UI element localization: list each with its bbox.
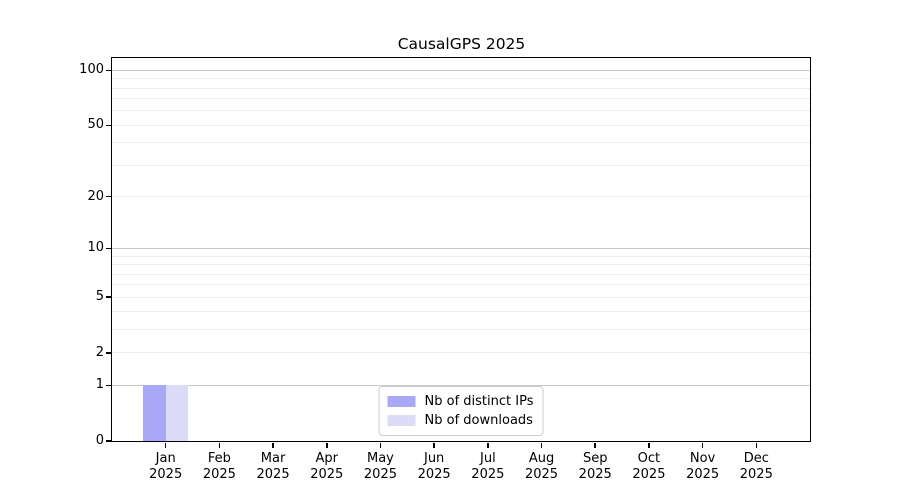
- legend-swatch-distinct-ips: [387, 396, 416, 407]
- y-axis-tick: [105, 195, 111, 198]
- bar-nb-of-downloads-jan-2025: [165, 385, 189, 441]
- x-axis-tick: [379, 442, 382, 448]
- x-axis-tick: [218, 442, 221, 448]
- y-axis-tick-label: 20: [87, 188, 104, 204]
- legend-item-distinct-ips: Nb of distinct IPs: [387, 392, 534, 411]
- y-axis-tick-label: 10: [87, 240, 104, 256]
- legend-label-distinct-ips: Nb of distinct IPs: [424, 394, 534, 409]
- y-gridline-70: [112, 98, 810, 100]
- y-gridline-80: [112, 87, 810, 89]
- y-gridline-4: [112, 311, 810, 313]
- y-gridline-9: [112, 255, 810, 257]
- y-axis-tick: [105, 296, 111, 298]
- y-axis-tick-label: 2: [95, 344, 104, 360]
- x-axis-tick-label: Dec 2025: [739, 451, 773, 482]
- y-gridline-90: [112, 78, 810, 80]
- y-gridline-8: [112, 264, 810, 266]
- y-axis-tick-label: 0: [95, 433, 104, 448]
- y-gridline-6: [112, 284, 810, 286]
- y-axis-tick-label: 50: [87, 117, 104, 133]
- y-axis-tick: [105, 440, 111, 442]
- x-axis-tick: [648, 442, 650, 448]
- x-axis-tick-label: Aug 2025: [524, 451, 559, 482]
- y-gridline-3: [112, 329, 810, 331]
- y-gridline-7: [112, 273, 810, 275]
- y-gridline-5: [112, 296, 810, 298]
- x-axis-tick-label: Jun 2025: [417, 451, 451, 482]
- y-axis-tick-label: 1: [95, 377, 104, 393]
- y-axis-tick: [105, 124, 111, 127]
- y-gridline-20: [112, 196, 810, 198]
- y-axis-tick: [105, 247, 111, 250]
- bar-nb-of-distinct-ips-jan-2025: [143, 385, 166, 441]
- x-axis-tick-label: Sep 2025: [578, 451, 612, 482]
- y-gridline-40: [112, 142, 810, 144]
- y-gridline-100: [112, 69, 810, 71]
- plot-area: 0 1 2 5 10 20 50 100 Jan 2025 Feb 2025 Mar 2025 Apr 202…: [79, 57, 811, 482]
- x-axis-tick-label: Nov 2025: [686, 451, 720, 482]
- y-axis-tick: [105, 352, 111, 354]
- x-axis-tick: [487, 442, 489, 448]
- y-gridline-60: [112, 110, 810, 112]
- x-axis-tick-label: Jul 2025: [471, 451, 505, 482]
- y-gridline-30: [112, 164, 810, 166]
- legend: Nb of distinct IPs Nb of downloads: [378, 386, 544, 436]
- x-axis-tick: [594, 442, 596, 448]
- y-gridline-2: [112, 352, 810, 354]
- y-axis-tick-label: 5: [95, 289, 104, 305]
- x-axis-tick: [164, 442, 167, 448]
- legend-item-downloads: Nb of downloads: [387, 411, 534, 430]
- x-axis-tick: [540, 442, 543, 448]
- legend-label-downloads: Nb of downloads: [424, 413, 533, 428]
- y-axis-tick: [105, 69, 111, 72]
- x-axis-tick-label: Jan 2025: [149, 451, 183, 482]
- x-axis-tick: [701, 442, 704, 448]
- x-axis-tick-label: Feb 2025: [202, 451, 236, 482]
- legend-swatch-downloads: [387, 415, 416, 426]
- y-gridline-50: [112, 124, 810, 126]
- x-axis-tick: [755, 442, 758, 448]
- x-axis-tick: [272, 442, 274, 448]
- x-axis-tick: [433, 442, 435, 448]
- y-gridline-1: [112, 384, 810, 386]
- chart-title: CausalGPS 2025: [397, 35, 526, 53]
- x-axis-tick-label: Apr 2025: [310, 451, 344, 482]
- x-axis-tick-label: Oct 2025: [632, 451, 666, 482]
- y-gridline-10: [112, 247, 810, 249]
- x-axis-tick: [326, 442, 328, 448]
- y-axis-tick: [105, 384, 111, 387]
- x-axis-tick-label: Mar 2025: [256, 451, 290, 482]
- x-axis-tick-label: May 2025: [363, 451, 397, 482]
- y-axis-tick-label: 100: [79, 62, 104, 78]
